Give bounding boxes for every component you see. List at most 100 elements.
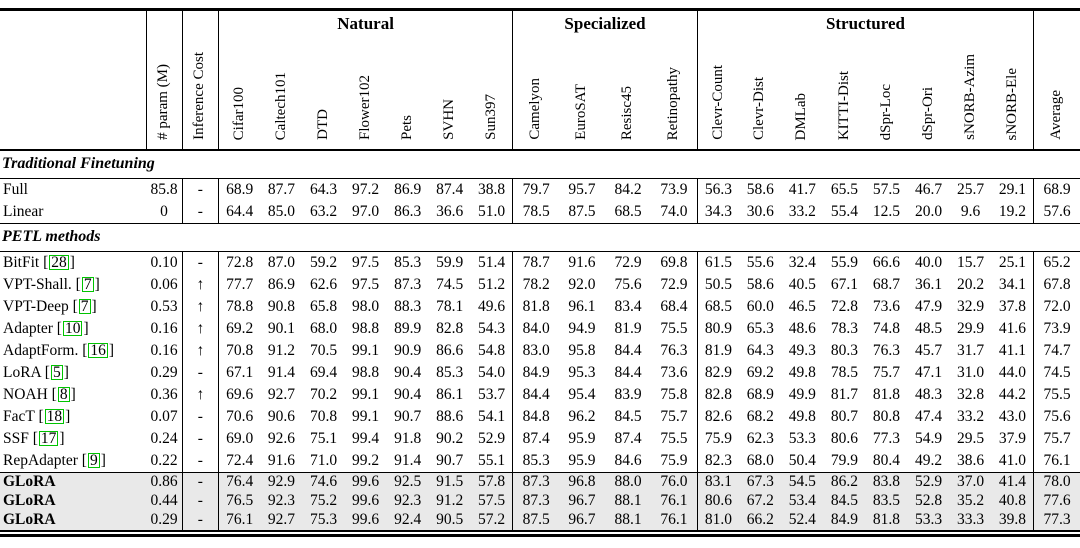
score-cell: 69.4 [309, 363, 338, 381]
score-cell: 43.0 [998, 407, 1026, 425]
method-label: AdaptForm. [3, 341, 79, 359]
inference-cost-value: ↑ [181, 384, 219, 406]
score-cell: 90.7 [394, 407, 422, 425]
score-cell: 38.8 [477, 180, 506, 198]
score-cell: 84.0 [512, 318, 559, 340]
score-cell: 66.6 [872, 253, 901, 271]
score-cell: 32.8 [957, 385, 985, 403]
average-value: 73.9 [1033, 318, 1080, 340]
score-cell: 59.9 [436, 253, 464, 271]
score-cell: 30.6 [739, 201, 782, 224]
score-cell: 56.3 [696, 178, 740, 201]
score-cell: 75.6 [614, 275, 642, 293]
score-cell: 51.4 [477, 253, 506, 271]
score-cell: 87.7 [267, 180, 296, 198]
citation-link[interactable]: 18 [44, 407, 65, 425]
score-cell: 76.1 [651, 511, 698, 532]
results-table: # param (M) Inference Cost Natural Speciali… [0, 11, 1080, 532]
table-row: GLoRA 0.86-76.4 92.9 74.6 99.6 92.5 91.5 57.8 87… [0, 472, 1080, 492]
score-cell: 55.9 [830, 253, 858, 271]
score-cell: 53.3 [788, 429, 816, 447]
average-value: 76.1 [1033, 450, 1080, 473]
score-cell: 70.8 [309, 407, 338, 425]
score-cell: 33.2 [957, 407, 985, 425]
score-cell: 74.0 [651, 201, 698, 224]
citation-link[interactable]: 8 [57, 385, 70, 403]
score-cell: 72.8 [217, 251, 261, 274]
score-cell: 68.0 [739, 450, 782, 473]
average-value: 65.2 [1033, 251, 1080, 274]
method-label: GLoRA [3, 473, 56, 491]
table-row: Linear 0-64.4 85.0 63.2 97.0 86.3 36.6 51.0 78.5… [0, 201, 1080, 224]
score-cell: 92.3 [260, 492, 303, 511]
score-cell: 90.4 [394, 385, 422, 403]
score-cell: 92.9 [260, 472, 303, 492]
score-cell: 74.6 [302, 472, 345, 492]
average-value: 77.3 [1033, 511, 1080, 532]
method-label: NOAH [3, 385, 48, 403]
score-cell: 44.2 [998, 385, 1026, 403]
score-cell: 98.8 [352, 319, 380, 337]
score-cell: 68.7 [872, 275, 901, 293]
score-cell: 81.9 [696, 340, 740, 362]
citation-link[interactable]: 7 [81, 275, 94, 293]
col-header-resisc45: Resisc45 [605, 37, 652, 151]
bottom-rule-gap [0, 532, 1080, 534]
citation-link[interactable]: 5 [50, 363, 63, 381]
score-cell: 46.5 [788, 297, 816, 315]
table-row: VPT-Shall. [7] 0.06 ↑ 77.7 86.9 62.6 97.5 87.3 7… [0, 274, 1080, 296]
score-cell: 37.0 [949, 472, 992, 492]
score-cell: 84.2 [614, 180, 642, 198]
method-label: LoRA [3, 363, 41, 381]
score-cell: 92.5 [386, 472, 429, 492]
score-cell: 85.3 [394, 253, 422, 271]
score-cell: 29.9 [957, 319, 985, 337]
col-header-dspr-ori: dSpr-Ori [907, 37, 950, 151]
score-cell: 80.4 [865, 450, 908, 473]
score-cell: 9.6 [949, 201, 992, 224]
score-cell: 69.0 [217, 428, 261, 450]
score-cell: 39.8 [991, 511, 1034, 532]
score-cell: 99.6 [344, 472, 387, 492]
col-header-eurosat: EuroSAT [558, 37, 605, 151]
score-cell: 37.8 [998, 297, 1026, 315]
results-table-body: Traditional Finetuning Full 85.8-68.9 87.7 6… [0, 150, 1080, 532]
score-cell: 52.8 [907, 492, 950, 511]
citation-link[interactable]: 16 [88, 341, 108, 359]
inference-cost-value: ↑ [181, 340, 219, 362]
score-cell: 63.2 [302, 201, 345, 224]
score-cell: 49.3 [788, 341, 816, 359]
score-cell: 75.7 [660, 407, 688, 425]
citation-link[interactable]: 17 [38, 429, 59, 447]
col-header-sun397: Sun397 [470, 37, 513, 151]
score-cell: 90.9 [394, 341, 422, 359]
citation-link[interactable]: 7 [78, 297, 91, 315]
score-cell: 79.9 [823, 450, 866, 473]
citation-link[interactable]: 28 [49, 253, 69, 271]
score-cell: 88.6 [436, 407, 464, 425]
score-cell: 97.0 [344, 201, 387, 224]
score-cell: 92.6 [267, 429, 296, 447]
score-cell: 62.3 [746, 429, 774, 447]
param-value: 0.24 [150, 429, 178, 447]
score-cell: 68.5 [696, 296, 740, 318]
score-cell: 34.1 [998, 275, 1026, 293]
param-value: 0.16 [150, 319, 178, 337]
section-title: Traditional Finetuning [0, 150, 1080, 179]
score-cell: 80.8 [872, 407, 901, 425]
citation-link[interactable]: 10 [62, 319, 83, 337]
score-cell: 96.8 [558, 472, 605, 492]
score-cell: 55.4 [823, 201, 866, 224]
group-header-structured: Structured [696, 11, 1034, 37]
score-cell: 59.2 [309, 253, 338, 271]
score-cell: 76.5 [217, 492, 261, 511]
citation-link[interactable]: 9 [87, 451, 100, 469]
score-cell: 88.0 [605, 472, 652, 492]
score-cell: 87.0 [267, 253, 296, 271]
score-cell: 75.7 [872, 363, 901, 381]
col-header-pets: Pets [386, 37, 429, 151]
method-label: VPT-Deep [3, 297, 69, 315]
score-cell: 49.6 [477, 297, 506, 315]
score-cell: 88.1 [605, 511, 652, 532]
score-cell: 91.6 [260, 450, 303, 473]
